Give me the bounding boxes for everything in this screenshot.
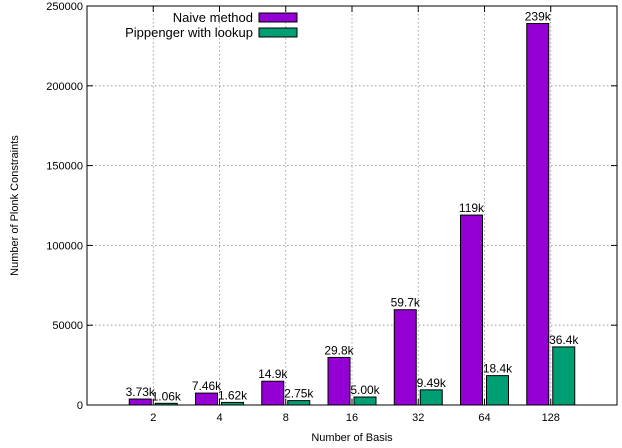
x-axis-label: Number of Basis bbox=[311, 432, 393, 444]
data-label-naive: 119k bbox=[459, 201, 485, 215]
y-tick-label: 150000 bbox=[46, 161, 83, 173]
legend-label-naive: Naive method bbox=[173, 10, 253, 25]
bar-naive bbox=[526, 23, 550, 406]
bar-naive bbox=[195, 392, 218, 406]
y-tick-label: 50000 bbox=[52, 320, 83, 332]
bar-pippenger bbox=[419, 389, 443, 406]
bar-pippenger bbox=[287, 400, 311, 406]
y-tick-label: 200000 bbox=[46, 81, 83, 93]
data-label-pippenger: 5.00k bbox=[350, 383, 380, 397]
x-tick-label: 128 bbox=[542, 412, 560, 424]
y-tick-label: 250000 bbox=[46, 1, 83, 13]
data-label-naive: 239k bbox=[525, 10, 552, 24]
data-label-naive: 59.7k bbox=[391, 296, 421, 310]
bar-pippenger bbox=[353, 396, 377, 406]
data-label-pippenger: 9.49k bbox=[417, 376, 447, 390]
bar-naive bbox=[261, 380, 285, 406]
data-label-pippenger: 1.06k bbox=[152, 389, 182, 403]
data-label-pippenger: 1.62k bbox=[218, 388, 248, 402]
x-tick-label: 4 bbox=[216, 412, 222, 424]
bar-pippenger bbox=[486, 375, 509, 406]
grid-lines bbox=[87, 6, 617, 405]
axis-ticks: 0 50000 100000 150000 200000 250000 2 4 8 16 32 64 1… bbox=[46, 1, 617, 424]
y-tick-label: 100000 bbox=[46, 240, 83, 252]
bar-naive bbox=[327, 356, 351, 406]
legend-swatch-naive bbox=[258, 12, 298, 23]
x-tick-label: 16 bbox=[346, 412, 358, 424]
bar-pippenger bbox=[552, 346, 576, 406]
bar-naive bbox=[128, 398, 152, 406]
data-label-naive: 3.73k bbox=[126, 385, 156, 399]
legend: Naive method Pippenger with lookup bbox=[125, 10, 298, 40]
data-label-pippenger: 18.4k bbox=[483, 362, 513, 376]
x-tick-label: 2 bbox=[150, 412, 156, 424]
bar-naive bbox=[393, 309, 417, 406]
x-tick-label: 32 bbox=[412, 412, 424, 424]
bar-naive bbox=[460, 214, 483, 406]
data-label-naive: 14.9k bbox=[258, 367, 288, 381]
y-axis-label: Number of Plonk Constraints bbox=[9, 135, 21, 276]
y-tick-label: 0 bbox=[77, 400, 83, 412]
bars bbox=[128, 23, 576, 406]
legend-label-pippenger: Pippenger with lookup bbox=[125, 25, 253, 40]
data-label-naive: 7.46k bbox=[192, 379, 222, 393]
data-label-pippenger: 2.75k bbox=[284, 387, 314, 401]
x-tick-label: 64 bbox=[478, 412, 490, 424]
data-label-naive: 29.8k bbox=[324, 343, 354, 357]
data-label-pippenger: 36.4k bbox=[549, 333, 579, 347]
legend-swatch-pippenger bbox=[258, 27, 298, 38]
x-tick-label: 8 bbox=[283, 412, 289, 424]
